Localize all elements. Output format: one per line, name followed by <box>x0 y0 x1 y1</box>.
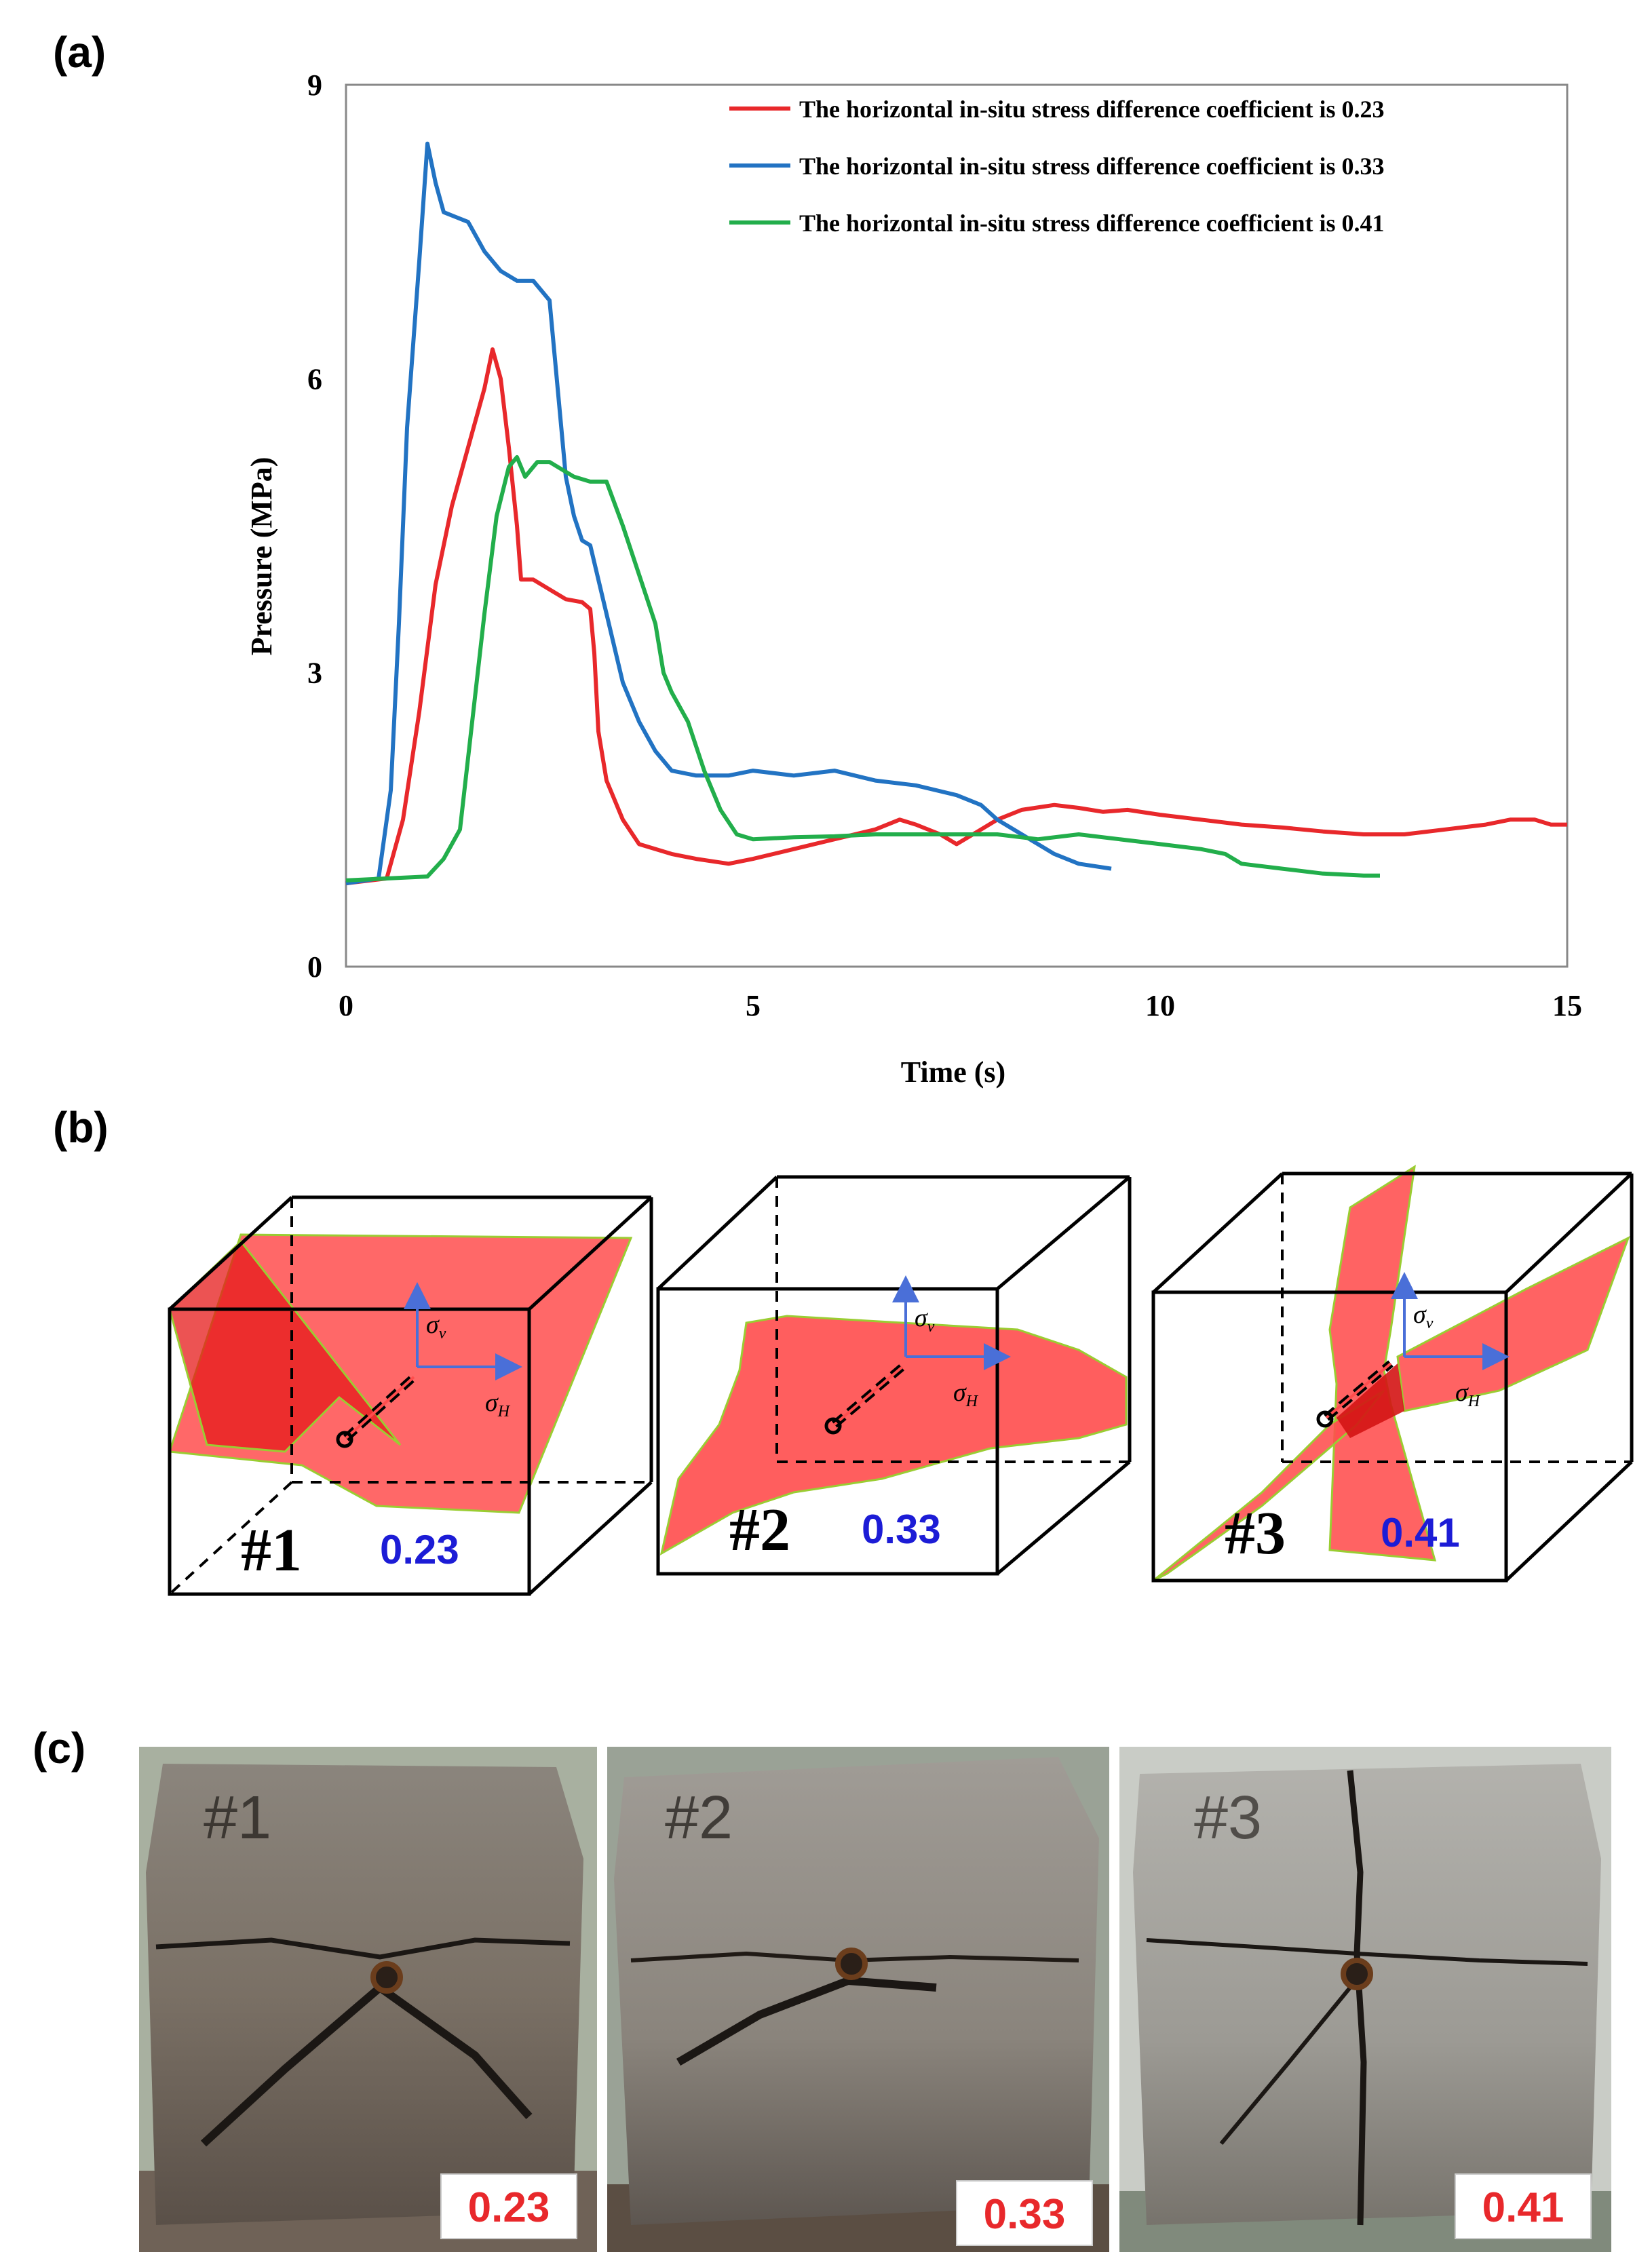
photo-1-coefficient: 0.23 <box>468 2184 550 2231</box>
x-tick-label: 15 <box>1552 989 1582 1022</box>
sigma-h-label-1: σH <box>485 1389 511 1420</box>
y-tick-label: 0 <box>307 950 322 984</box>
series-line-1 <box>345 347 1567 886</box>
borehole-photo-3 <box>1341 1958 1373 1990</box>
photo-1-mark: #1 <box>204 1784 271 1852</box>
sample-photographs: #1 0.23 #2 0.33 #3 0.41 <box>139 1747 1611 2252</box>
cube-3-back-edge <box>1152 1172 1284 1294</box>
legend-label-2: The horizontal in-situ stress difference… <box>799 153 1385 180</box>
cube-1-back-edge <box>528 1481 653 1595</box>
chart-legend: The horizontal in-situ stress difference… <box>729 96 1385 237</box>
y-tick-label: 3 <box>307 657 322 690</box>
cube-2-coefficient: 0.33 <box>862 1507 941 1552</box>
sigma-v-label-3: σv <box>1413 1300 1434 1332</box>
panel-label-c: (c) <box>33 1724 86 1773</box>
cube-2-back-edge <box>996 1176 1131 1290</box>
borehole-photo-2 <box>835 1948 868 1980</box>
sigma-h-label-3: σH <box>1455 1378 1481 1410</box>
photo-sample-3: #3 0.41 <box>1119 1747 1611 2252</box>
cube-2-back-edge <box>657 1176 778 1290</box>
photo-sample-1: #1 0.23 <box>139 1747 597 2252</box>
borehole-2-core <box>833 1366 904 1426</box>
pressure-time-chart: 0 5 10 15 0 3 6 9 Pressure (MPa) Time (s) The h… <box>245 69 1582 1089</box>
cube-1-front-face <box>168 1307 531 1596</box>
fracture-crack-1 <box>155 1937 571 1960</box>
series-line-2 <box>345 141 1112 886</box>
cube-3: σv σH #3 0.41 <box>1151 1164 1634 1583</box>
panel-label-a: (a) <box>53 28 107 77</box>
y-axis-label: Pressure (MPa) <box>245 457 278 656</box>
photo-sample-2: #2 0.33 <box>607 1747 1109 2252</box>
borehole-1-opening <box>336 1431 353 1448</box>
rock-block-1 <box>146 1764 583 2225</box>
legend-label-3: The horizontal in-situ stress difference… <box>799 210 1385 237</box>
fracture-plane-3a <box>1328 1164 1437 1562</box>
borehole-3-opening <box>1316 1410 1334 1428</box>
fracture-crack-3c <box>1219 1986 1352 2145</box>
photo-3-label-box <box>1455 2173 1592 2239</box>
cube-2-back-edge <box>996 1460 1131 1575</box>
sigma-v-label-2: σv <box>915 1304 935 1336</box>
plot-border <box>345 83 1569 968</box>
borehole-2-opening <box>824 1417 842 1435</box>
rock-block-2 <box>614 1757 1099 2225</box>
cube-3-back-edge <box>1505 1460 1633 1582</box>
borehole-photo-1 <box>370 1961 403 1994</box>
cube-3-back-edge <box>1505 1172 1633 1294</box>
cube-3-front-face <box>1151 1290 1508 1583</box>
cube-2-front-face <box>656 1287 999 1576</box>
sigma-v-label-1: σv <box>426 1311 446 1342</box>
photo-1-label-box <box>440 2173 577 2239</box>
cube-1: σv σH #1 0.23 <box>168 1195 653 1596</box>
legend-label-1: The horizontal in-situ stress difference… <box>799 96 1385 123</box>
fracture-crack-3b <box>1146 1938 1588 1966</box>
photo-2-mark: #2 <box>665 1784 733 1852</box>
plot-area <box>345 83 1569 968</box>
cube-2: σv σH #2 0.33 <box>656 1175 1132 1576</box>
x-tick-label: 10 <box>1145 989 1175 1022</box>
x-axis-label: Time (s) <box>901 1056 1005 1089</box>
photo-3-coefficient: 0.41 <box>1482 2184 1564 2231</box>
photo-2-label-box <box>956 2180 1093 2246</box>
x-tick-label: 5 <box>746 989 761 1022</box>
sigma-h-label-2: σH <box>953 1378 979 1410</box>
cube-1-coefficient: 0.23 <box>380 1527 459 1572</box>
cube-1-id: #1 <box>241 1517 302 1584</box>
cube-1-back-edge <box>168 1196 293 1311</box>
cube-1-hidden-edge <box>168 1481 293 1595</box>
borehole-3-core <box>1325 1362 1392 1419</box>
fracture-intersection-3 <box>1337 1363 1404 1438</box>
photo-3-mark: #3 <box>1194 1784 1262 1852</box>
borehole-1-core <box>345 1376 415 1439</box>
panel-label-b: (b) <box>53 1103 109 1152</box>
x-tick-label: 0 <box>339 989 353 1022</box>
cube-1-back-edge <box>528 1196 653 1311</box>
series-line-3 <box>345 454 1380 883</box>
cube-2-id: #2 <box>729 1496 790 1564</box>
photo-2-coefficient: 0.33 <box>984 2191 1066 2238</box>
fracture-schematic: σv σH #1 0.23 σv σH #2 0.33 <box>168 1164 1634 1596</box>
y-tick-label: 9 <box>307 69 322 102</box>
cube-3-coefficient: 0.41 <box>1381 1510 1460 1555</box>
y-tick-label: 6 <box>307 362 322 395</box>
fracture-crack-2b <box>676 1976 937 2066</box>
cube-3-id: #3 <box>1225 1500 1286 1567</box>
